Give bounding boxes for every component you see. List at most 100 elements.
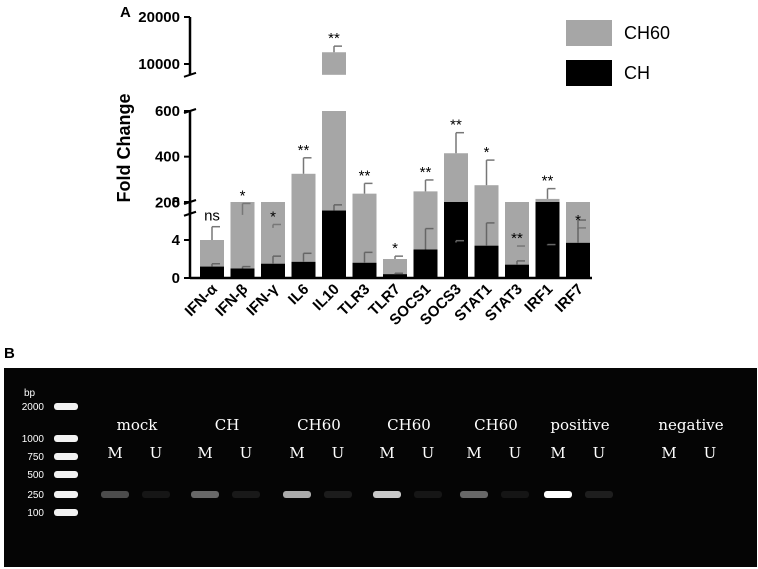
y-tick-label: 10000 [138,56,180,73]
lane-sub-label-u: U [509,444,522,462]
y-tick-label: 8 [172,194,180,211]
y-tick-label: 20000 [138,9,180,26]
ladder-band [54,509,78,516]
ladder-size-label: 500 [27,470,44,481]
x-tick-label: TLR3 [335,281,374,320]
bar-ch [383,274,407,278]
significance-label: * [575,212,581,229]
ladder-band [54,491,78,498]
bar-ch [474,245,499,278]
significance-label: ** [420,164,432,181]
lane-sub-label-u: U [422,444,435,462]
bar-ch [413,249,438,278]
significance-label: ** [328,30,340,47]
bar-ch [505,264,529,278]
lane-sub-label-m: M [289,444,304,462]
chart-legend: CH60 CH [566,20,670,86]
bar-ch [352,262,377,278]
gel-band-u [232,491,260,498]
ladder-band [54,471,78,478]
significance-label: ** [450,117,462,134]
x-tick-label: IFN-γ [243,280,282,319]
ladder-size-label: 250 [27,490,44,501]
legend-label-ch60: CH60 [624,23,670,43]
lane-sub-label-m: M [379,444,394,462]
gel-band-u [414,491,442,498]
lane-sub-label-m: M [661,444,676,462]
significance-label: ** [511,230,523,247]
bar-ch [261,263,285,278]
axis-break-mark [183,71,197,78]
bar-ch [230,268,255,278]
ladder-size-label: 1000 [22,434,45,445]
ladder-size-label: 750 [27,452,44,463]
lane-label: mock [117,416,159,434]
significance-label: ** [298,142,310,159]
panel-a-letter: A [120,4,131,21]
gel-band-m [191,491,219,498]
ladder-size-label: 2000 [22,402,45,413]
significance-label: * [392,240,398,257]
x-tick-label: IL6 [285,281,312,308]
legend-swatch-ch60 [566,20,612,46]
bar-ch60 [352,193,377,214]
lane-sub-label-u: U [593,444,606,462]
bar-ch60 [474,185,499,214]
ladder-size-label: 100 [27,508,44,519]
lane-sub-label-m: M [197,444,212,462]
gel-band-m [460,491,488,498]
significance-label: ns [204,208,220,225]
bar-ch [535,202,560,278]
gel-band-u [324,491,352,498]
axis-break-mark [183,210,197,217]
y-tick-label: 4 [172,232,181,249]
panel-b-letter: B [4,345,15,362]
significance-label: * [240,187,246,204]
x-tick-label: IFN-β [212,281,251,320]
y-tick-label: 0 [172,270,180,287]
lane-sub-label-u: U [704,444,717,462]
gel-background [4,368,757,567]
ladder-unit-label: bp [24,388,36,399]
bar-ch60 [291,173,316,214]
legend-swatch-ch [566,60,612,86]
x-tick-label: IRF1 [521,281,556,316]
y-tick-label: 600 [155,103,180,120]
significance-label: ** [359,167,371,184]
bar-ch [291,261,316,278]
ladder-band [54,403,78,410]
y-tick-label: 200 [155,194,180,211]
lane-sub-label-u: U [150,444,163,462]
bar-ch [322,210,346,278]
bar-ch60 [322,52,346,75]
lane-label: CH60 [297,416,341,434]
y-axis-label: Fold Change [114,94,134,203]
gel-band-u [142,491,170,498]
bar-ch [566,242,590,278]
significance-label: * [270,208,276,225]
bar-ch60 [322,111,346,214]
lane-label: CH60 [474,416,518,434]
x-tick-label: IRF7 [552,281,587,316]
x-tick-label: IFN-α [182,280,222,320]
lane-sub-label-m: M [107,444,122,462]
lane-sub-label-u: U [240,444,253,462]
gel-band-u [501,491,529,498]
gel-band-m [101,491,129,498]
ladder-band [54,453,78,460]
significance-label: * [484,144,490,161]
lane-label: CH60 [387,416,431,434]
bar-ch [200,266,224,278]
lane-label: positive [550,416,609,434]
gel-band-m [283,491,311,498]
lane-sub-label-m: M [550,444,565,462]
gel-band-m [544,491,572,498]
gel-band-m [373,491,401,498]
y-tick-label: 400 [155,149,180,166]
legend-label-ch: CH [624,63,650,83]
lane-sub-label-m: M [466,444,481,462]
lane-label: CH [215,416,240,434]
